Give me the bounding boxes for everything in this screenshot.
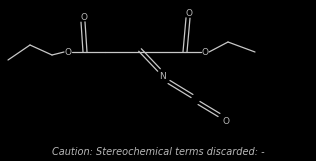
Text: O: O [64, 47, 71, 57]
Text: O: O [222, 117, 229, 126]
Text: N: N [159, 71, 165, 80]
Text: Caution: Stereochemical terms discarded: -: Caution: Stereochemical terms discarded:… [52, 147, 264, 157]
Text: O: O [185, 9, 192, 18]
Text: O: O [81, 13, 88, 22]
Text: O: O [202, 47, 209, 57]
